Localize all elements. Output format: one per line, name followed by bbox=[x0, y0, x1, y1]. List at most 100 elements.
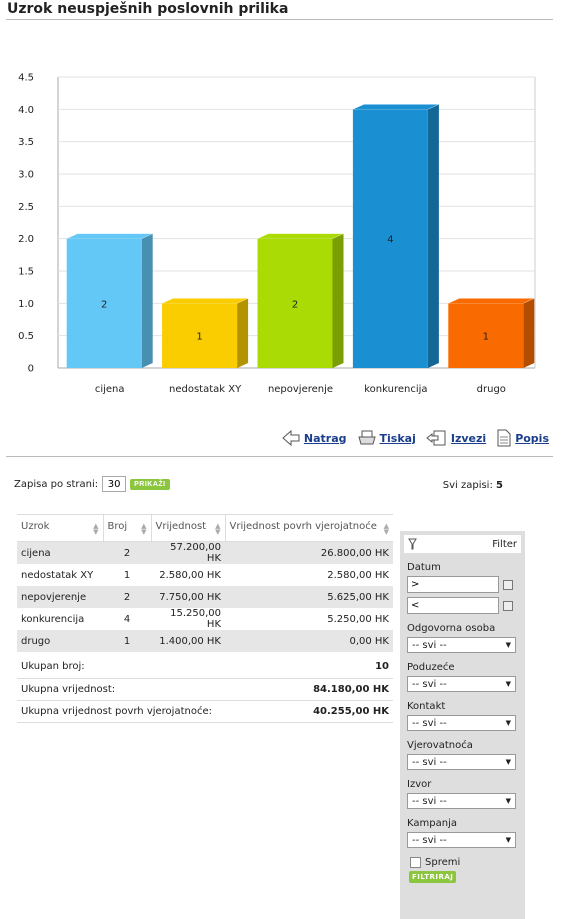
y-tick-label: 1.0 bbox=[18, 299, 34, 310]
column-header-value[interactable]: Vrijednost ▲ ▼ bbox=[151, 514, 226, 542]
table-row[interactable]: drugo 1 1.400,00 HK 0,00 HK bbox=[17, 630, 393, 652]
cause-cell: drugo bbox=[17, 630, 103, 652]
filter-select[interactable]: -- svi -- ▼ bbox=[407, 676, 516, 692]
column-header-weighted-value[interactable]: Vrijednost povrh vjerojatnoće ▲ ▼ bbox=[225, 514, 393, 542]
page-title: Uzrok neuspješnih poslovnih prilika bbox=[7, 1, 289, 17]
printer-icon bbox=[357, 430, 376, 445]
show-button[interactable]: PRIKAŽI bbox=[130, 478, 170, 490]
filter-field-label: Kampanja bbox=[407, 818, 457, 829]
count-cell: 1 bbox=[123, 569, 131, 581]
filter-select[interactable]: -- svi -- ▼ bbox=[407, 754, 516, 770]
page-size-input[interactable] bbox=[102, 476, 127, 492]
chevron-down-icon: ▼ bbox=[505, 797, 511, 805]
total-records-value: 5 bbox=[496, 480, 503, 491]
filter-select[interactable]: -- svi -- ▼ bbox=[407, 832, 516, 848]
table-header-row: Uzrok ▲ ▼ Broj ▲ ▼ Vrijednost ▲ ▼ Vrijednost p… bbox=[17, 514, 393, 542]
total-records-label: Svi zapisi: bbox=[442, 480, 493, 491]
bar-top bbox=[161, 298, 249, 304]
summary-row: Ukupna vrijednost: 84.180,00 HK bbox=[17, 678, 393, 701]
total-records: Svi zapisi: 5 bbox=[443, 480, 503, 491]
y-tick-label: 0 bbox=[28, 364, 34, 375]
save-label: Spremi bbox=[425, 857, 461, 868]
chevron-down-icon: ▼ bbox=[505, 680, 511, 688]
table-row[interactable]: nedostatak XY 1 2.580,00 HK 2.580,00 HK bbox=[17, 564, 393, 586]
bar-data-label: 2 bbox=[101, 299, 107, 310]
value-cell: 7.750,00 HK bbox=[151, 586, 225, 608]
filter-select-value: -- svi -- bbox=[412, 756, 447, 768]
table-body: cijena 2 57.200,00 HK 26.800,00 HK nedostata… bbox=[17, 541, 393, 723]
bar bbox=[66, 238, 142, 368]
bar-side bbox=[332, 233, 344, 368]
count-cell: 4 bbox=[123, 613, 131, 625]
x-tick-label: nepovjerenje bbox=[268, 384, 333, 395]
date-to-input[interactable] bbox=[407, 597, 499, 614]
bar-top bbox=[352, 104, 440, 110]
back-link[interactable]: Natrag bbox=[281, 429, 347, 447]
y-tick-label: 4.5 bbox=[18, 73, 34, 84]
filter-field-label: Odgovorna osoba bbox=[407, 623, 496, 634]
summary-row: Ukupan broj: 10 bbox=[17, 656, 393, 679]
filter-button[interactable]: FILTRIRAJ bbox=[409, 871, 457, 883]
x-tick-label: nedostatak XY bbox=[169, 384, 242, 395]
bar-side bbox=[523, 298, 535, 368]
save-row: Spremi bbox=[404, 857, 521, 868]
bar-top bbox=[448, 298, 535, 304]
count-cell: 2 bbox=[103, 586, 151, 608]
summary-label: Ukupna vrijednost povrh vjerojatnoće: bbox=[17, 700, 225, 723]
sort-icon[interactable]: ▲ ▼ bbox=[215, 521, 221, 536]
filter-select[interactable]: -- svi -- ▼ bbox=[407, 715, 516, 731]
export-label: Izvezi bbox=[450, 431, 487, 445]
list-label: Popis bbox=[515, 431, 549, 445]
date-from-row bbox=[404, 576, 521, 593]
action-bar: Natrag Tiskaj Izvezi Popis bbox=[281, 429, 549, 447]
weighted-value-cell: 5.625,00 HK bbox=[225, 586, 393, 608]
y-tick-label: 2.0 bbox=[18, 234, 34, 245]
summary-value: 10 bbox=[225, 656, 393, 679]
filter-field-label: Kontakt bbox=[407, 701, 446, 712]
bar-side bbox=[141, 233, 153, 368]
y-tick-label: 2.5 bbox=[18, 202, 34, 213]
chevron-down-icon: ▼ bbox=[505, 758, 511, 766]
print-link[interactable]: Tiskaj bbox=[357, 429, 416, 447]
bar-side bbox=[237, 298, 249, 368]
weighted-value-cell: 5.250,00 HK bbox=[327, 613, 389, 625]
sort-icon[interactable]: ▲ ▼ bbox=[93, 521, 99, 536]
y-tick-label: 4.0 bbox=[18, 105, 34, 116]
calendar-icon[interactable] bbox=[503, 579, 513, 590]
table-row[interactable]: nepovjerenje 2 7.750,00 HK 5.625,00 HK bbox=[17, 586, 393, 608]
filter-field-label: Izvor bbox=[407, 779, 432, 790]
export-link[interactable]: Izvezi bbox=[426, 429, 486, 447]
date-to-row bbox=[404, 597, 521, 614]
filter-header[interactable]: Filter bbox=[404, 535, 521, 553]
save-checkbox[interactable] bbox=[410, 857, 421, 868]
chevron-down-icon: ▼ bbox=[505, 719, 511, 727]
filter-select[interactable]: -- svi -- ▼ bbox=[407, 793, 516, 809]
y-tick-label: 3.5 bbox=[18, 137, 34, 148]
bar-data-label: 4 bbox=[387, 235, 393, 246]
bar-top bbox=[257, 233, 344, 239]
cause-cell: cijena bbox=[17, 541, 103, 564]
column-header-count[interactable]: Broj ▲ ▼ bbox=[103, 514, 152, 542]
value-cell: 57.200,00 HK bbox=[151, 541, 225, 564]
print-label: Tiskaj bbox=[379, 431, 416, 445]
chevron-down-icon: ▼ bbox=[505, 641, 511, 649]
summary-label: Ukupan broj: bbox=[17, 656, 225, 679]
summary-row: Ukupna vrijednost povrh vjerojatnoće: 40.… bbox=[17, 700, 393, 723]
date-from-input[interactable] bbox=[407, 576, 499, 593]
bar bbox=[448, 303, 524, 368]
filter-field-label: Poduzeće bbox=[407, 662, 455, 673]
filter-select[interactable]: -- svi -- ▼ bbox=[407, 637, 516, 653]
weighted-value-cell: 0,00 HK bbox=[225, 630, 393, 652]
column-header-cause[interactable]: Uzrok ▲ ▼ bbox=[17, 514, 104, 542]
summary-value: 84.180,00 HK bbox=[225, 678, 393, 701]
sort-icon[interactable]: ▲ ▼ bbox=[383, 521, 389, 536]
filter-select-value: -- svi -- bbox=[412, 834, 447, 846]
sort-icon[interactable]: ▲ ▼ bbox=[141, 521, 147, 536]
table-row[interactable]: konkurencija 4 15.250,00 HK 5.250,00 HK bbox=[17, 608, 393, 630]
funnel-icon bbox=[408, 538, 417, 550]
filter-panel: Filter Datum Odgovorna osoba -- svi -- ▼ Po… bbox=[400, 531, 525, 919]
list-link[interactable]: Popis bbox=[496, 429, 549, 447]
calendar-icon[interactable] bbox=[503, 600, 513, 611]
actions-divider bbox=[6, 456, 553, 457]
table-row[interactable]: cijena 2 57.200,00 HK 26.800,00 HK bbox=[17, 541, 393, 564]
